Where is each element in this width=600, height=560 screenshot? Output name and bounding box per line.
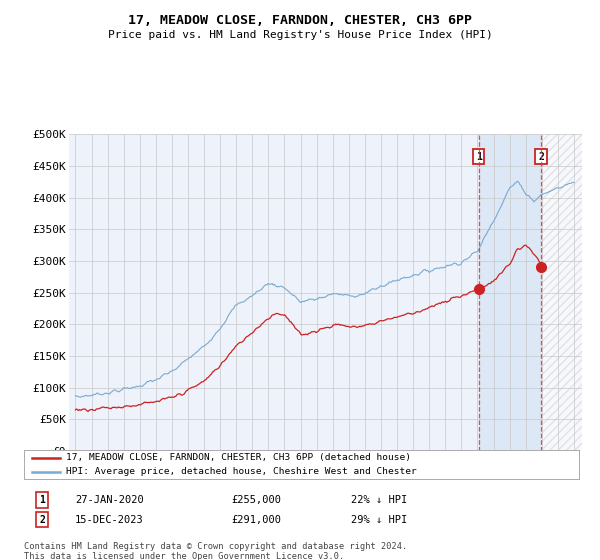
Text: 1: 1	[476, 152, 482, 161]
Text: 22% ↓ HPI: 22% ↓ HPI	[351, 495, 407, 505]
Text: 27-JAN-2020: 27-JAN-2020	[75, 495, 144, 505]
Text: 17, MEADOW CLOSE, FARNDON, CHESTER, CH3 6PP: 17, MEADOW CLOSE, FARNDON, CHESTER, CH3 …	[128, 14, 472, 27]
Text: 17, MEADOW CLOSE, FARNDON, CHESTER, CH3 6PP (detached house): 17, MEADOW CLOSE, FARNDON, CHESTER, CH3 …	[65, 453, 410, 462]
Text: 2: 2	[39, 515, 45, 525]
Text: Price paid vs. HM Land Registry's House Price Index (HPI): Price paid vs. HM Land Registry's House …	[107, 30, 493, 40]
Text: £291,000: £291,000	[231, 515, 281, 525]
Bar	[541, 134, 582, 451]
Text: HPI: Average price, detached house, Cheshire West and Chester: HPI: Average price, detached house, Ches…	[65, 467, 416, 476]
Text: 15-DEC-2023: 15-DEC-2023	[75, 515, 144, 525]
Text: 2: 2	[538, 152, 544, 161]
Text: Contains HM Land Registry data © Crown copyright and database right 2024.
This d: Contains HM Land Registry data © Crown c…	[24, 542, 407, 560]
Text: £255,000: £255,000	[231, 495, 281, 505]
Text: 29% ↓ HPI: 29% ↓ HPI	[351, 515, 407, 525]
Bar	[479, 134, 541, 451]
Text: 1: 1	[39, 495, 45, 505]
